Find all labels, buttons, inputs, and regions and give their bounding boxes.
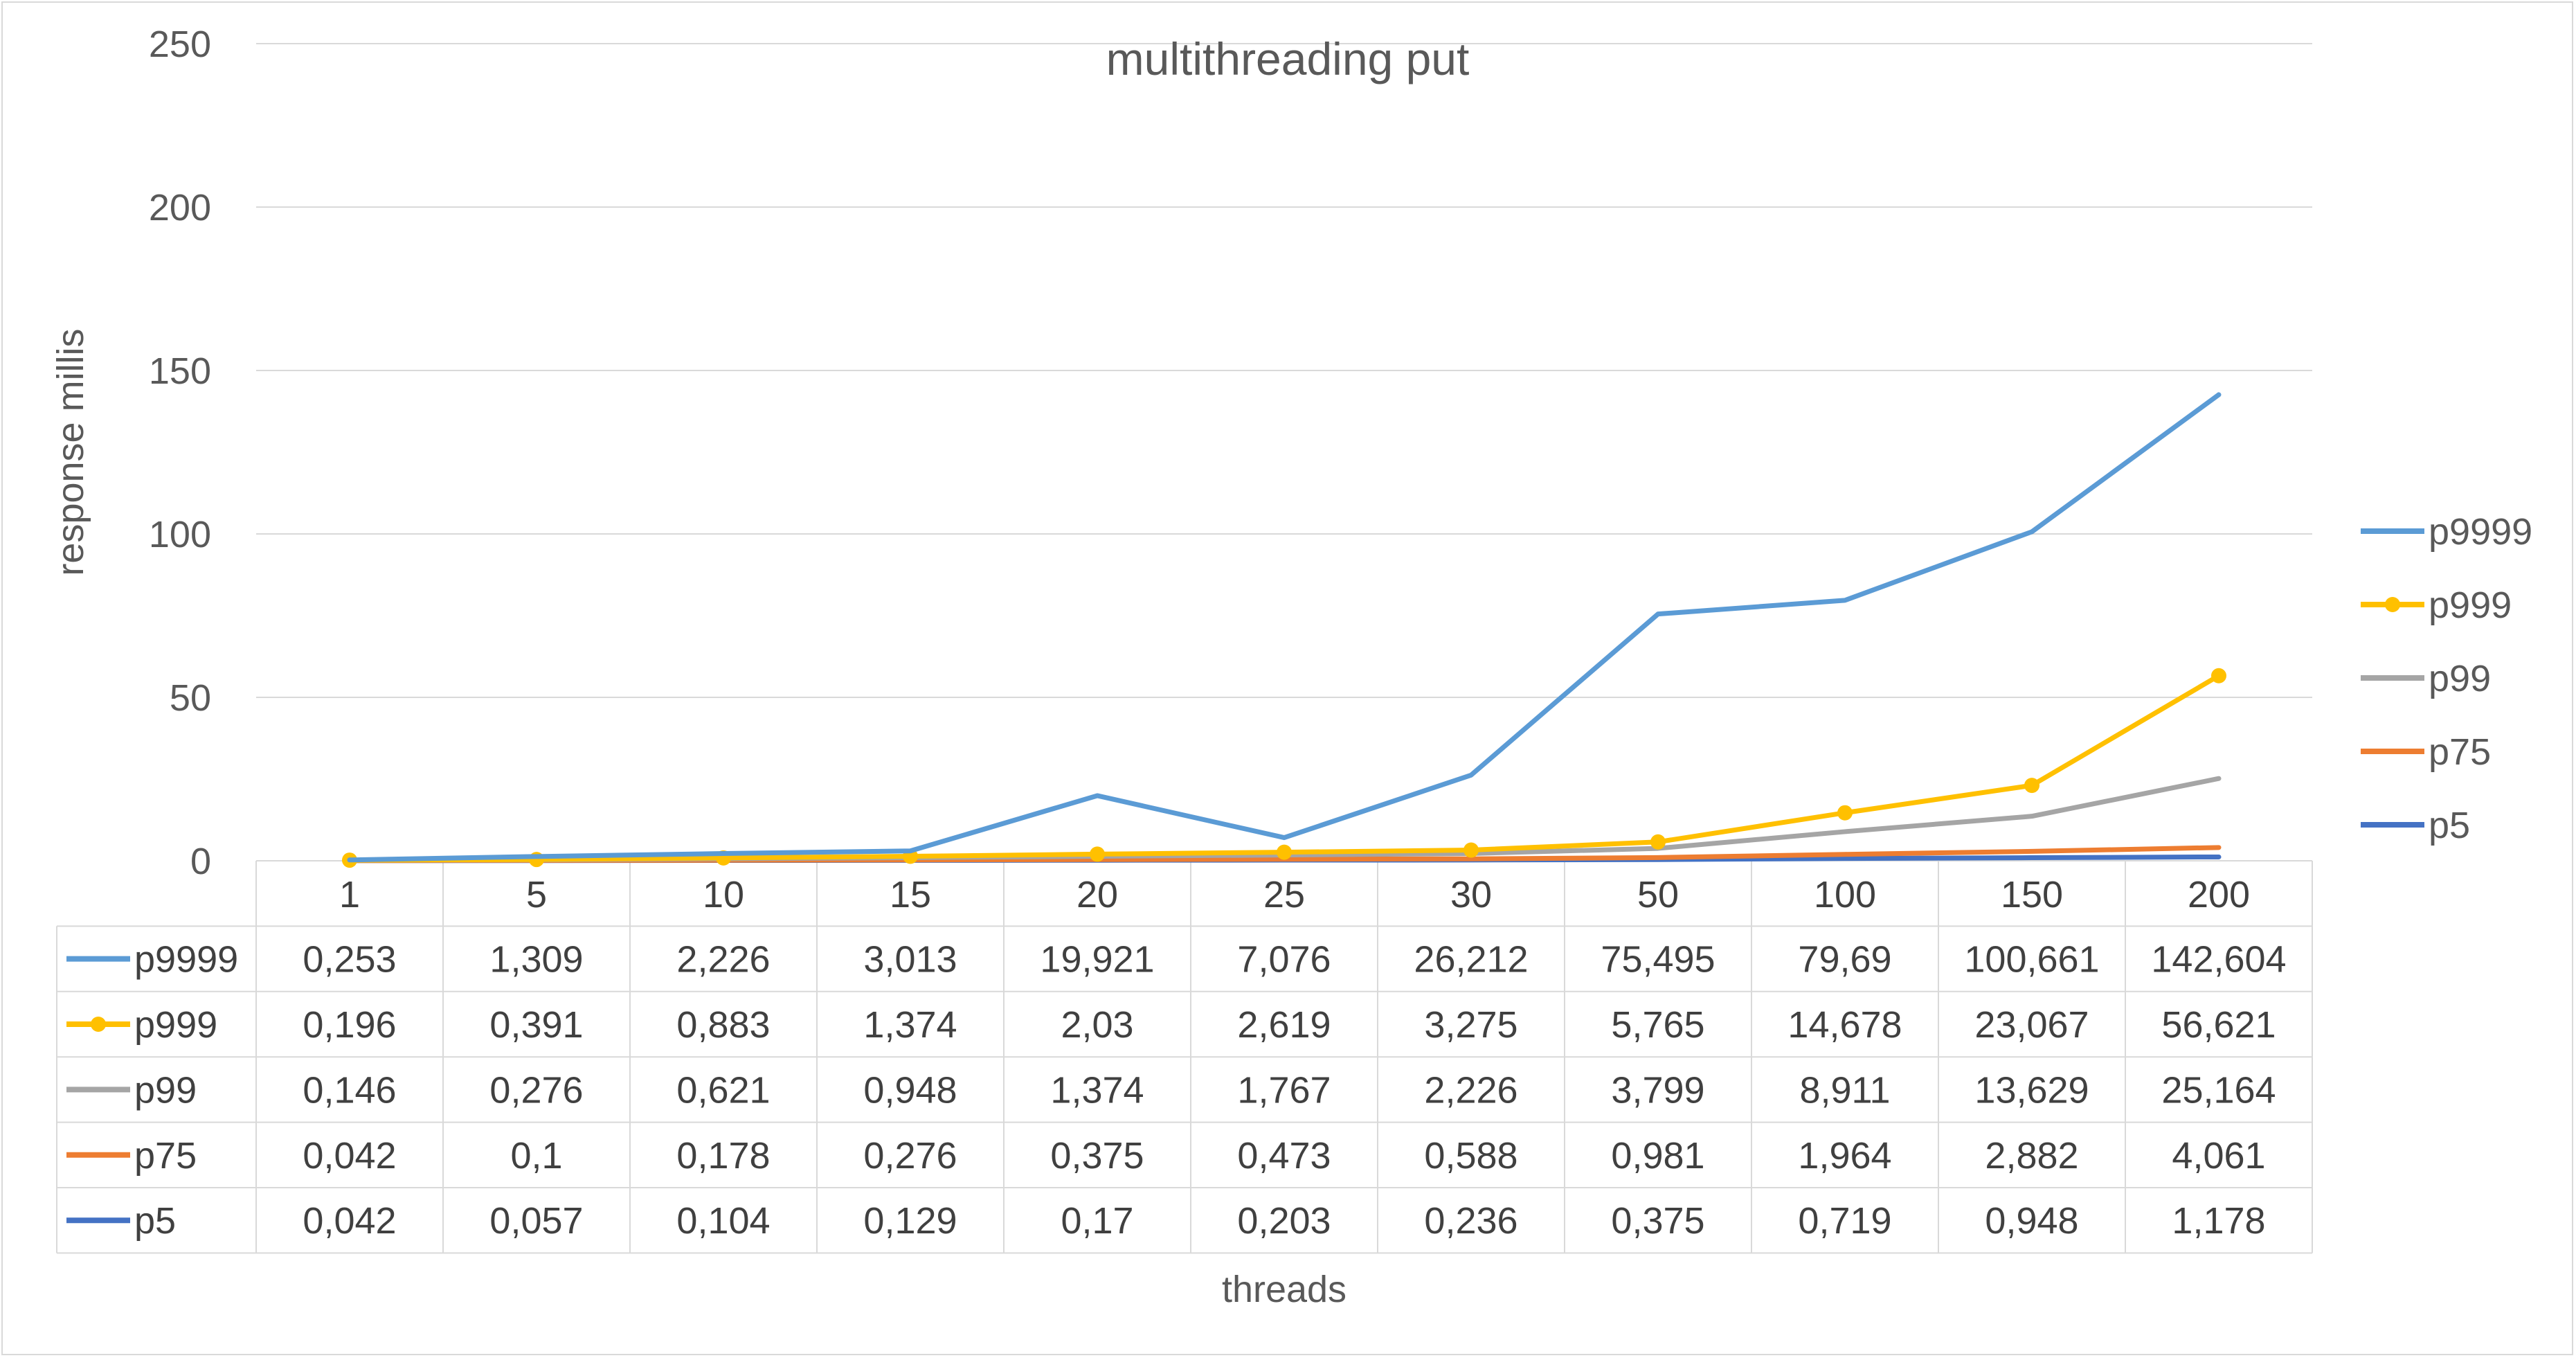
table-cell: 142,604 <box>2151 939 2286 981</box>
table-cell: 0,948 <box>1985 1200 2078 1242</box>
table-cell: 0,883 <box>676 1004 770 1046</box>
data-point-p999 <box>1463 842 1479 858</box>
x-tick-label: 50 <box>1637 874 1679 915</box>
data-point-p999 <box>1090 846 1105 862</box>
table-cell: 0,621 <box>676 1069 770 1111</box>
y-tick-label: 0 <box>190 841 211 882</box>
table-cell: 0,948 <box>863 1069 957 1111</box>
table-cell: 79,69 <box>1798 939 1891 981</box>
table-cell: 0,203 <box>1237 1200 1331 1242</box>
data-point-p999 <box>1837 805 1853 821</box>
table-cell: 0,1 <box>510 1135 562 1177</box>
table-cell: 0,104 <box>676 1200 770 1242</box>
table-cell: 1,964 <box>1798 1135 1891 1177</box>
y-tick-label: 150 <box>149 350 211 392</box>
table-cell: 4,061 <box>2172 1135 2265 1177</box>
x-tick-label: 25 <box>1263 874 1305 915</box>
table-cell: 3,275 <box>1424 1004 1517 1046</box>
table-cell: 0,588 <box>1424 1135 1517 1177</box>
y-tick-label: 250 <box>149 24 211 65</box>
table-cell: 23,067 <box>1974 1004 2089 1046</box>
chart-title: multithreading put <box>1106 33 1470 84</box>
x-tick-label: 5 <box>526 874 547 915</box>
legend-label: p75 <box>2429 731 2491 773</box>
table-cell: 25,164 <box>2161 1069 2276 1111</box>
data-point-p999 <box>1277 844 1292 860</box>
x-tick-label: 20 <box>1077 874 1118 915</box>
data-point-p999 <box>2211 668 2226 684</box>
legend-label: p9999 <box>2429 511 2532 553</box>
table-series-name: p5 <box>134 1200 176 1242</box>
y-tick-label: 50 <box>170 677 211 719</box>
table-cell: 100,661 <box>1964 939 2099 981</box>
table-cell: 1,374 <box>1050 1069 1144 1111</box>
table-cell: 7,076 <box>1237 939 1331 981</box>
x-tick-label: 100 <box>1814 874 1876 915</box>
table-cell: 0,196 <box>303 1004 396 1046</box>
series-line-p9999 <box>347 392 2222 863</box>
y-axis-title: response millis <box>50 328 91 575</box>
legend-label: p99 <box>2429 658 2491 699</box>
table-cell: 2,226 <box>1424 1069 1517 1111</box>
table-series-name: p999 <box>134 1004 217 1046</box>
table-cell: 1,178 <box>2172 1200 2265 1242</box>
legend-label: p999 <box>2429 584 2512 626</box>
table-cell: 0,178 <box>676 1135 770 1177</box>
table-cell: 2,226 <box>676 939 770 981</box>
table-series-name: p75 <box>134 1135 197 1177</box>
table-cell: 0,276 <box>863 1135 957 1177</box>
table-cell: 2,882 <box>1985 1135 2078 1177</box>
data-point-p999 <box>1650 834 1666 850</box>
data-point-p999 <box>2024 778 2039 794</box>
table-cell: 3,799 <box>1611 1069 1704 1111</box>
legend-label: p5 <box>2429 805 2470 846</box>
x-tick-label: 10 <box>703 874 744 915</box>
legend-marker-p999 <box>2385 597 2400 612</box>
table-cell: 1,374 <box>863 1004 957 1046</box>
table-cell: 26,212 <box>1414 939 1528 981</box>
table-cell: 0,375 <box>1050 1135 1144 1177</box>
x-tick-label: 15 <box>890 874 931 915</box>
table-cell: 1,309 <box>489 939 583 981</box>
table-cell: 0,375 <box>1611 1200 1704 1242</box>
table-cell: 8,911 <box>1799 1069 1890 1111</box>
table-cell: 0,276 <box>489 1069 583 1111</box>
table-cell: 1,767 <box>1237 1069 1331 1111</box>
table-cell: 0,981 <box>1611 1135 1704 1177</box>
table-cell: 2,03 <box>1061 1004 1133 1046</box>
table-cell: 2,619 <box>1237 1004 1331 1046</box>
table-cell: 0,236 <box>1424 1200 1517 1242</box>
series-line-p999 <box>347 673 2222 863</box>
table-cell: 0,17 <box>1061 1200 1133 1242</box>
x-tick-label: 200 <box>2188 874 2250 915</box>
table-cell: 0,473 <box>1237 1135 1331 1177</box>
x-tick-label: 150 <box>2001 874 2063 915</box>
table-legend-marker-p999 <box>91 1017 106 1032</box>
table-cell: 56,621 <box>2161 1004 2276 1046</box>
table-cell: 0,391 <box>489 1004 583 1046</box>
table-cell: 0,253 <box>303 939 396 981</box>
table-cell: 75,495 <box>1601 939 1715 981</box>
table-series-name: p99 <box>134 1069 197 1111</box>
table-cell: 0,146 <box>303 1069 396 1111</box>
x-tick-label: 1 <box>339 874 360 915</box>
table-cell: 19,921 <box>1040 939 1154 981</box>
table-cell: 0,042 <box>303 1135 396 1177</box>
table-cell: 14,678 <box>1787 1004 1902 1046</box>
table-cell: 0,129 <box>863 1200 957 1242</box>
table-cell: 5,765 <box>1611 1004 1704 1046</box>
table-cell: 0,057 <box>489 1200 583 1242</box>
table-cell: 0,042 <box>303 1200 396 1242</box>
y-tick-label: 200 <box>149 187 211 229</box>
table-series-name: p9999 <box>134 939 238 981</box>
table-cell: 0,719 <box>1798 1200 1891 1242</box>
y-tick-label: 100 <box>149 514 211 555</box>
x-tick-label: 30 <box>1450 874 1492 915</box>
table-cell: 13,629 <box>1974 1069 2089 1111</box>
x-axis-title: threads <box>1222 1269 1346 1310</box>
table-cell: 3,013 <box>863 939 957 981</box>
